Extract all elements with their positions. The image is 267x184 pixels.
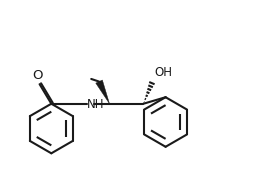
Text: O: O	[32, 69, 43, 82]
Text: OH: OH	[155, 66, 173, 79]
Text: NH: NH	[87, 98, 105, 111]
Polygon shape	[96, 80, 109, 104]
